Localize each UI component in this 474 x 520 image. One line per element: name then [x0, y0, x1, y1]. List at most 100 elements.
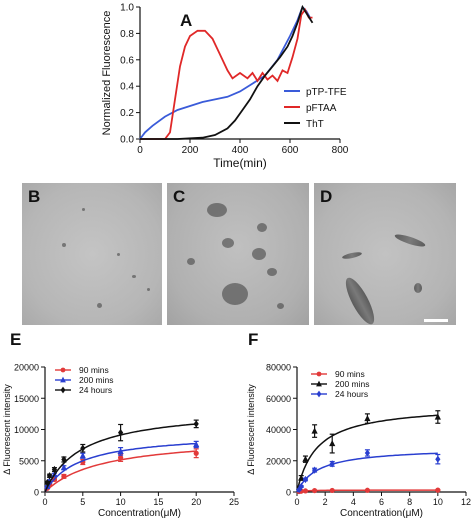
chart-f-fit-curve [296, 452, 438, 493]
chart-e-x-tick-label: 5 [80, 497, 85, 507]
fibril [341, 250, 363, 261]
chart-f-y-tick-label: 40000 [266, 425, 291, 435]
chart-e-data-point [193, 440, 200, 448]
aggregate [207, 203, 227, 217]
chart-f-legend-marker [316, 371, 322, 377]
chart-e-y-tick-label: 0 [34, 488, 39, 498]
chart-a-series-line [140, 4, 314, 140]
chart-e-y-axis-label: Δ Fluorescent intensity [2, 384, 12, 475]
chart-f-data-point [329, 487, 335, 494]
chart-f-x-tick-label: 0 [294, 497, 299, 507]
chart-f-x-tick-label: 12 [461, 497, 471, 507]
chart-a-y-tick-label: 0.8 [120, 29, 134, 40]
chart-f-data-point [435, 455, 441, 463]
chart-e-y-tick-label: 5000 [19, 456, 39, 466]
chart-f-data-point [364, 487, 371, 493]
chart-e-data-point [80, 444, 86, 452]
particle [132, 275, 136, 278]
fibril [414, 283, 422, 293]
chart-f-x-tick-label: 4 [351, 497, 356, 507]
chart-f-data-point [302, 455, 309, 462]
chart-e-data-point [117, 447, 124, 454]
chart-f-legend-marker [316, 380, 322, 387]
chart-e-legend-label: 24 hours [79, 385, 112, 395]
chart-e-data-point [44, 479, 50, 487]
chart-e-y-tick-label: 10000 [14, 425, 39, 435]
chart-e-data-point [193, 420, 199, 428]
chart-e-data-point [51, 465, 58, 474]
chart-e-data-point [61, 473, 67, 479]
panel-label-e: E [10, 330, 21, 349]
particle [147, 288, 150, 291]
chart-a-series-line [139, 5, 311, 140]
chart-f-data-point [329, 439, 336, 447]
chart-e-y-tick-label: 20000 [14, 363, 39, 373]
chart-e-legend-label: 200 mins [79, 375, 114, 385]
chart-f-legend-label: 24 hours [335, 389, 368, 399]
chart-a-legend-label: ThT [306, 119, 324, 130]
chart-e-y-tick-label: 15000 [14, 394, 39, 404]
panel-label-a: A [180, 11, 192, 30]
chart-f-y-tick-label: 20000 [266, 456, 291, 466]
chart-f-data-point [302, 488, 309, 494]
chart-a-x-tick-label: 800 [332, 145, 349, 156]
chart-e-x-tick-label: 25 [229, 497, 239, 507]
aggregate [222, 238, 234, 248]
chart-a-y-axis-label: Normalized Fluorescence [101, 11, 113, 136]
chart-f-y-tick-label: 80000 [266, 363, 291, 373]
chart-f-y-tick-label: 60000 [266, 394, 291, 404]
panel-label-d: D [320, 187, 333, 206]
chart-f-x-axis-label: Concentration(μM) [340, 508, 423, 519]
chart-e-x-tick-label: 15 [153, 497, 163, 507]
aggregate [252, 248, 266, 260]
chart-a-series-line [140, 7, 313, 140]
chart-a-y-tick-label: 0.2 [120, 108, 134, 119]
chart-e-x-tick-label: 20 [191, 497, 201, 507]
chart-a-y-tick-label: 0.6 [120, 55, 134, 66]
chart-f-data-point [296, 486, 302, 494]
fibril [393, 232, 427, 249]
chart-a-x-tick-label: 200 [182, 145, 199, 156]
chart-f-data-point [364, 414, 371, 422]
chart-f-data-point [434, 413, 441, 420]
micrograph-d: D [314, 183, 456, 325]
chart-f-data-point [312, 487, 318, 494]
aggregate [267, 268, 277, 276]
chart-f-x-tick-label: 8 [407, 497, 412, 507]
chart-f-legend-label: 90 mins [335, 369, 365, 379]
chart-f-data-point [298, 482, 304, 491]
aggregate [222, 283, 248, 305]
chart-e-legend-marker [60, 386, 66, 394]
chart-e-legend-marker [60, 376, 66, 383]
scale-bar [424, 319, 448, 322]
chart-f-data-point [311, 427, 318, 434]
chart-a-x-tick-label: 400 [232, 145, 249, 156]
particle [97, 303, 102, 308]
chart-e-legend-label: 90 mins [79, 365, 109, 375]
chart-e-x-axis-label: Concentration(μM) [98, 508, 181, 519]
panel-label-b: B [28, 187, 41, 206]
aggregate [277, 303, 284, 309]
chart-a-y-tick-label: 0.0 [120, 135, 134, 146]
chart-e-data-point [46, 472, 53, 480]
chart-a-legend-label: pFTAA [306, 103, 337, 114]
aggregate [257, 223, 267, 232]
particle [82, 208, 85, 211]
chart-f-data-point [364, 449, 371, 457]
micrograph-b: B [22, 183, 162, 325]
chart-f-data-point [312, 466, 318, 474]
chart-f-data-point [329, 460, 335, 468]
chart-a-y-tick-label: 1.0 [120, 3, 134, 14]
chart-a-y-tick-label: 0.4 [120, 82, 134, 93]
panel-label-c: C [173, 187, 186, 206]
panel-label-f: F [248, 330, 258, 349]
chart-a-x-tick-label: 0 [137, 145, 143, 156]
chart-e-data-point [118, 429, 124, 437]
chart-e-data-point [79, 452, 86, 459]
chart-f-y-tick-label: 0 [286, 488, 291, 498]
chart-f-x-tick-label: 2 [323, 497, 328, 507]
chart-e-x-tick-label: 10 [116, 497, 126, 507]
chart-e-data-point [60, 464, 67, 471]
chart-f-y-axis-label: Δ Fluorescent intensity [246, 384, 256, 475]
